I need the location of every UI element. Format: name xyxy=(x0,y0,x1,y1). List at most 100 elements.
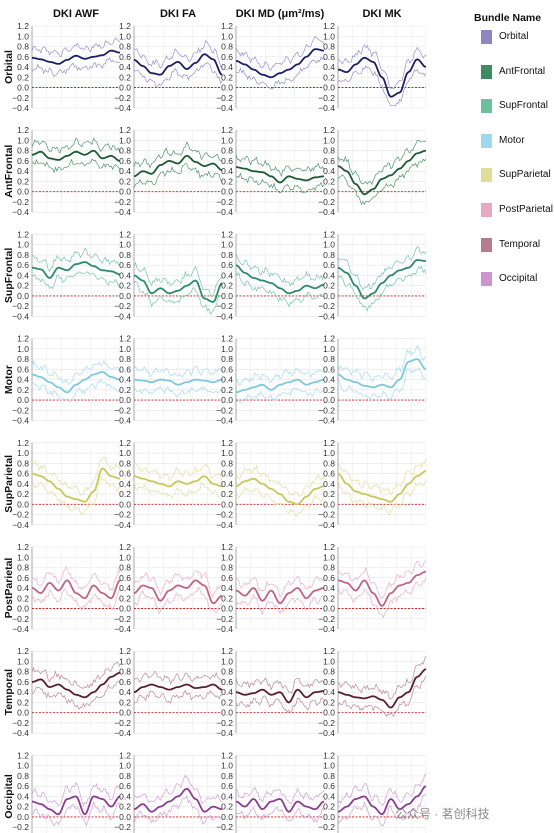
y-tick-label: −0.4 xyxy=(114,624,131,634)
y-tick-label: 0.0 xyxy=(17,708,29,718)
y-tick-label: 0.4 xyxy=(323,375,335,385)
mean-series-line xyxy=(133,53,223,76)
y-tick-label: 0.0 xyxy=(323,499,335,509)
lower-bound-line xyxy=(133,795,223,825)
row-label: Motor xyxy=(3,365,15,394)
y-tick-label: −0.4 xyxy=(114,520,131,530)
y-tick-label: −0.4 xyxy=(12,207,29,217)
mean-series-line xyxy=(235,798,325,813)
y-tick-label: 1.2 xyxy=(119,750,131,760)
y-tick-label: 0.0 xyxy=(323,291,335,301)
lower-bound-line xyxy=(31,57,121,78)
y-tick-label: 0.4 xyxy=(323,166,335,176)
y-tick-label: 1.0 xyxy=(119,135,131,145)
y-tick-label: 1.2 xyxy=(221,438,233,448)
y-tick-label: 0.8 xyxy=(221,250,233,260)
y-tick-label: 1.0 xyxy=(17,344,29,354)
y-tick-label: 1.0 xyxy=(323,448,335,458)
upper-bound-line xyxy=(31,37,121,57)
row-label: SupParietal xyxy=(3,455,15,513)
y-tick-label: 0.6 xyxy=(17,156,29,166)
y-tick-label: 0.8 xyxy=(119,42,131,52)
y-tick-label: 1.0 xyxy=(221,31,233,41)
y-tick-label: −0.4 xyxy=(216,103,233,113)
y-tick-label: −0.2 xyxy=(318,822,335,832)
y-tick-label: 1.2 xyxy=(221,21,233,31)
y-tick-label: 0.2 xyxy=(323,489,335,499)
lower-bound-line xyxy=(133,280,223,315)
mean-series-line xyxy=(31,49,121,65)
y-tick-label: 0.8 xyxy=(323,250,335,260)
y-tick-label: 0.8 xyxy=(119,354,131,364)
column-title: DKI FA xyxy=(160,8,196,20)
legend-swatch-temporal xyxy=(481,237,492,252)
y-tick-label: 0.6 xyxy=(221,260,233,270)
y-tick-label: 0.2 xyxy=(119,72,131,82)
y-tick-label: −0.4 xyxy=(12,624,29,634)
lower-bound-line xyxy=(133,163,223,188)
upper-bound-line xyxy=(31,457,121,496)
y-tick-label: 0.2 xyxy=(119,593,131,603)
y-tick-label: −0.2 xyxy=(318,405,335,415)
y-tick-label: 1.0 xyxy=(221,344,233,354)
y-tick-label: 0.0 xyxy=(17,187,29,197)
legend-item-supparietal: SupParietal xyxy=(474,168,554,203)
y-tick-label: 0.0 xyxy=(221,499,233,509)
legend-swatch-occipital xyxy=(481,272,492,287)
mean-series-line xyxy=(337,570,427,607)
y-tick-label: 0.0 xyxy=(221,395,233,405)
y-tick-label: −0.2 xyxy=(318,93,335,103)
y-tick-label: 0.0 xyxy=(17,499,29,509)
lower-bound-line xyxy=(235,172,325,194)
y-tick-label: 1.2 xyxy=(323,125,335,135)
row-label: AntFrontal xyxy=(3,145,15,198)
legend-label: PostParietal xyxy=(499,203,553,215)
y-tick-label: 0.8 xyxy=(221,458,233,468)
mean-series-line xyxy=(235,166,325,184)
column-title: DKI MD (μm²/ms) xyxy=(236,8,325,20)
y-tick-label: 0.4 xyxy=(119,166,131,176)
y-tick-label: 0.6 xyxy=(17,573,29,583)
y-tick-label: 0.0 xyxy=(17,291,29,301)
y-tick-label: −0.4 xyxy=(12,520,29,530)
lower-bound-line xyxy=(31,271,121,290)
legend-label: AntFrontal xyxy=(499,65,546,77)
y-tick-label: −0.4 xyxy=(216,520,233,530)
legend-item-antfrontal: AntFrontal xyxy=(474,64,554,100)
y-tick-label: 0.4 xyxy=(221,583,233,593)
y-tick-label: 0.8 xyxy=(119,563,131,573)
y-tick-label: −0.4 xyxy=(318,624,335,634)
y-tick-label: 0.4 xyxy=(323,62,335,72)
lower-bound-line xyxy=(235,271,325,308)
y-tick-label: 0.6 xyxy=(323,364,335,374)
y-tick-label: 0.0 xyxy=(221,187,233,197)
mean-series-line xyxy=(31,149,121,162)
y-tick-label: −0.2 xyxy=(114,93,131,103)
y-tick-label: 0.8 xyxy=(221,42,233,52)
y-tick-label: −0.4 xyxy=(318,311,335,321)
mean-series-line xyxy=(337,358,427,389)
y-tick-label: 1.2 xyxy=(323,229,335,239)
y-tick-label: 1.2 xyxy=(323,21,335,31)
upper-bound-line xyxy=(133,365,223,378)
y-tick-label: 1.2 xyxy=(323,750,335,760)
row-label: Orbital xyxy=(3,50,15,84)
y-tick-label: 0.8 xyxy=(323,667,335,677)
y-tick-label: 0.6 xyxy=(17,260,29,270)
y-tick-label: 0.8 xyxy=(119,771,131,781)
legend-swatch-postparietal xyxy=(481,202,492,217)
y-tick-label: 1.2 xyxy=(119,21,131,31)
lower-bound-line xyxy=(235,56,325,90)
y-tick-label: −0.2 xyxy=(318,510,335,520)
lower-bound-line xyxy=(133,62,223,88)
y-tick-label: 0.4 xyxy=(221,166,233,176)
legend-swatch-orbital xyxy=(481,30,492,44)
y-tick-label: 1.0 xyxy=(119,31,131,41)
lower-bound-line xyxy=(133,482,223,499)
mean-series-line xyxy=(337,470,427,503)
y-tick-label: 0.4 xyxy=(323,687,335,697)
legend-label: Temporal xyxy=(499,238,541,250)
y-tick-label: 0.0 xyxy=(119,187,131,197)
y-tick-label: 0.8 xyxy=(323,146,335,156)
upper-bound-line xyxy=(235,35,325,71)
